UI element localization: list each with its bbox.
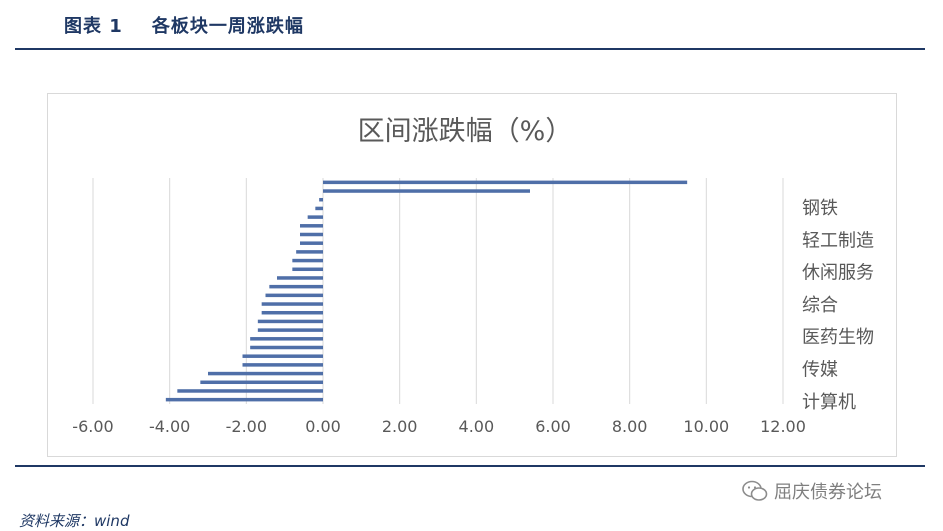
bar (300, 241, 323, 245)
bar (177, 389, 323, 393)
bar (323, 189, 530, 193)
x-tick-label: 2.00 (382, 417, 418, 436)
bar (261, 302, 323, 306)
bar (315, 206, 323, 211)
figure-caption: 各板块一周涨跌幅 (151, 16, 304, 37)
bar (242, 354, 323, 358)
x-tick-label: 6.00 (535, 417, 571, 436)
watermark: 屈庆债券论坛 (742, 478, 882, 504)
bar (257, 319, 323, 324)
x-tick-label: -2.00 (226, 417, 267, 436)
bar (319, 197, 323, 202)
chart-title: 区间涨跌幅（%） (358, 116, 573, 147)
bar (250, 345, 323, 350)
bar (292, 258, 323, 263)
x-tick-label: 0.00 (305, 417, 341, 436)
bar (257, 328, 323, 332)
category-label: 综合 (802, 295, 838, 316)
bottom-rule (15, 465, 925, 467)
bar (323, 180, 688, 185)
x-tick-label: -6.00 (72, 417, 113, 436)
category-label: 钢铁 (802, 198, 838, 219)
x-tick-label: 4.00 (459, 417, 495, 436)
bar (277, 276, 323, 280)
bar (242, 363, 323, 367)
category-label: 轻工制造 (802, 230, 874, 251)
figure-label: 图表 1 (64, 16, 123, 37)
bar (200, 380, 323, 385)
figure-title: 图表 1 各板块一周涨跌幅 (64, 12, 304, 38)
x-tick-label: 8.00 (612, 417, 648, 436)
category-label: 医药生物 (802, 327, 874, 348)
bar (269, 284, 323, 289)
bar-chart: 区间涨跌幅（%） -6.00 -4.00 -2.00 0.00 2.00 4.00 6.00… (72, 116, 874, 436)
bar (265, 293, 323, 298)
bar (250, 337, 323, 341)
top-rule (15, 48, 925, 50)
bar (261, 310, 323, 315)
bar (300, 232, 323, 237)
category-label: 计算机 (802, 392, 856, 413)
bar (300, 224, 323, 228)
bar (296, 250, 323, 254)
bar (292, 267, 323, 272)
chart-frame: 区间涨跌幅（%） -6.00 -4.00 -2.00 0.00 2.00 4.00 6.00… (47, 93, 897, 457)
category-label: 传媒 (802, 360, 838, 381)
bar (165, 397, 323, 402)
category-label: 休闲服务 (802, 263, 874, 284)
x-tick-label: 10.00 (683, 417, 729, 436)
wechat-icon (742, 480, 768, 501)
x-tick-label: -4.00 (149, 417, 190, 436)
bar (208, 371, 323, 376)
source-note: 资料来源：wind (19, 512, 130, 530)
x-tick-label: 12.00 (760, 417, 806, 436)
bar (307, 215, 323, 219)
watermark-text: 屈庆债券论坛 (774, 482, 882, 503)
